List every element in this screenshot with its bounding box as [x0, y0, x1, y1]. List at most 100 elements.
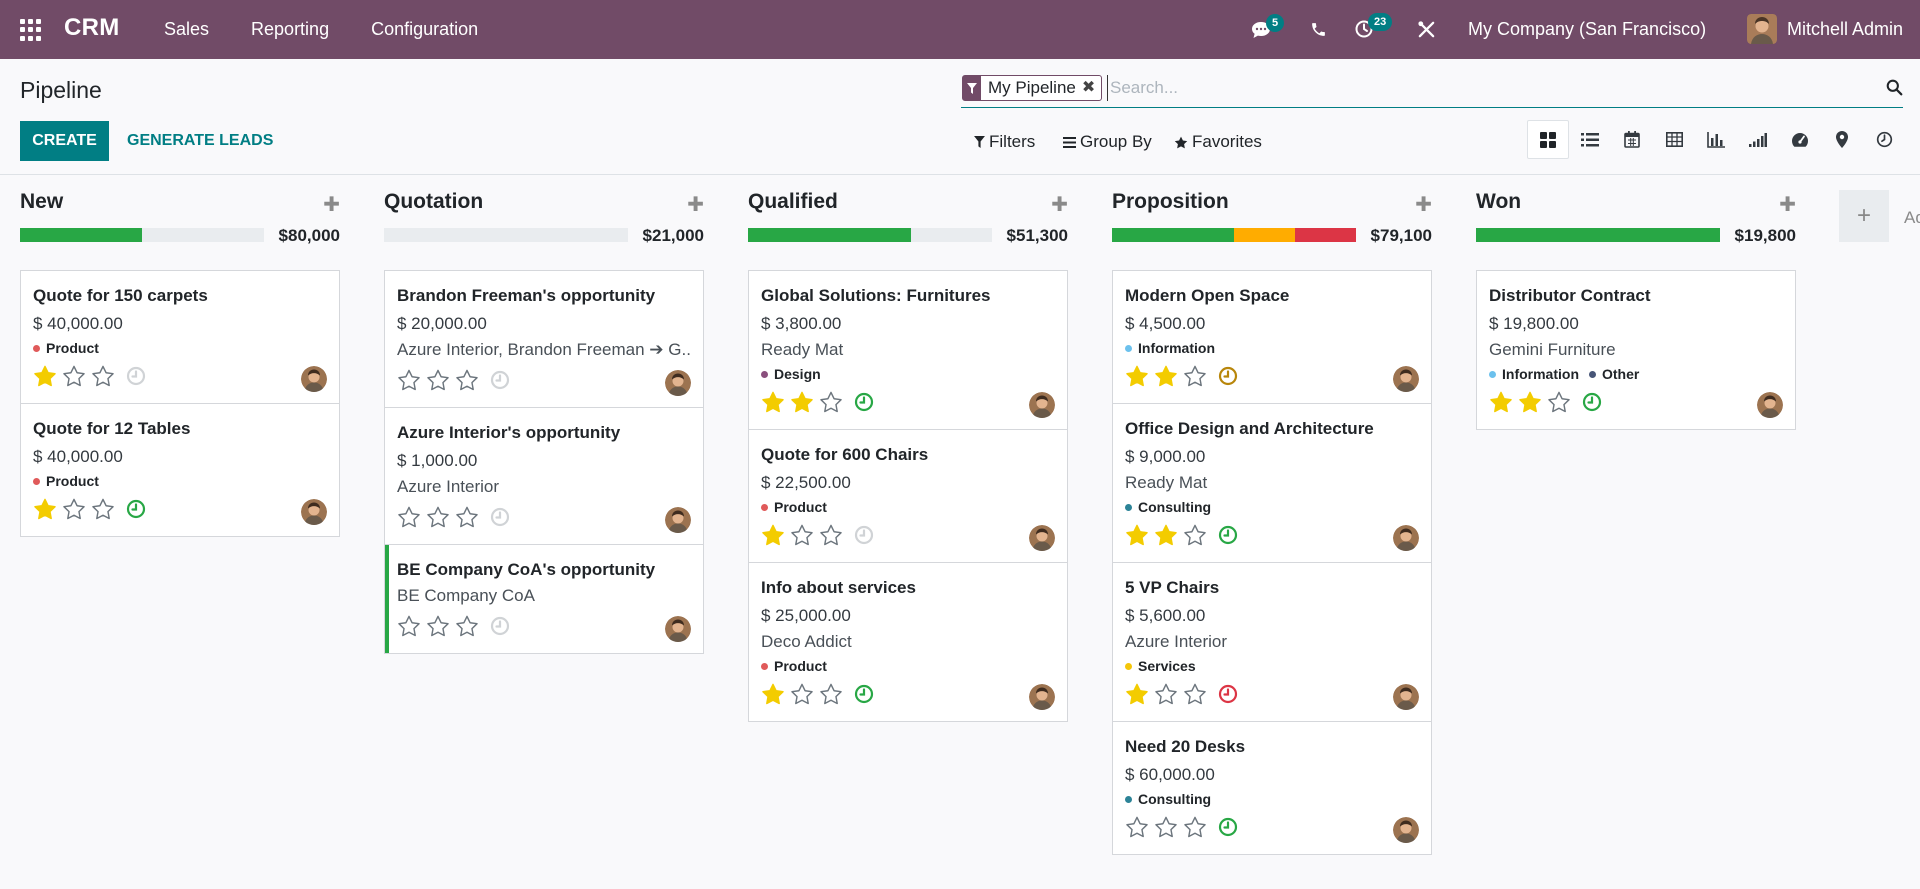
column-progress-bar[interactable]: [748, 228, 992, 242]
priority-star-icon[interactable]: [1154, 816, 1178, 843]
column-progress-bar[interactable]: [1476, 228, 1720, 242]
priority-star-icon[interactable]: [761, 683, 785, 710]
groupby-dropdown[interactable]: Group By: [1063, 132, 1152, 152]
cohort-view-button[interactable]: [1737, 120, 1779, 159]
priority-star-icon[interactable]: [1125, 816, 1149, 843]
priority-star-icon[interactable]: [1183, 683, 1207, 710]
activity-clock-icon[interactable]: [126, 366, 146, 391]
priority-star-icon[interactable]: [426, 506, 450, 533]
quick-create-icon[interactable]: ✚: [1051, 194, 1068, 216]
priority-star-icon[interactable]: [426, 615, 450, 642]
salesperson-avatar[interactable]: [1393, 366, 1419, 392]
progress-green-segment[interactable]: [20, 228, 142, 242]
column-progress-bar[interactable]: [20, 228, 264, 242]
create-button[interactable]: CREATE: [20, 121, 109, 161]
menu-item-configuration[interactable]: Configuration: [371, 19, 479, 39]
salesperson-avatar[interactable]: [1757, 392, 1783, 418]
activity-clock-icon[interactable]: [490, 370, 510, 395]
priority-star-icon[interactable]: [790, 683, 814, 710]
messages-icon[interactable]: 5: [1250, 14, 1285, 45]
quick-create-icon[interactable]: ✚: [323, 194, 340, 216]
company-switcher[interactable]: My Company (San Francisco): [1468, 19, 1707, 39]
kanban-card[interactable]: Info about services $ 25,000.00 Deco Addic…: [749, 563, 1067, 721]
priority-star-icon[interactable]: [1154, 683, 1178, 710]
add-column-button[interactable]: +: [1839, 190, 1889, 242]
priority-star-icon[interactable]: [761, 524, 785, 551]
menu-item-reporting[interactable]: Reporting: [251, 19, 330, 39]
activity-clock-icon[interactable]: [1582, 392, 1602, 417]
priority-star-icon[interactable]: [455, 506, 479, 533]
priority-star-icon[interactable]: [1154, 524, 1178, 551]
kanban-card[interactable]: Azure Interior's opportunity $ 1,000.00 Az…: [385, 408, 703, 545]
priority-star-icon[interactable]: [1518, 391, 1542, 418]
user-avatar[interactable]: [1747, 14, 1777, 44]
priority-star-icon[interactable]: [1125, 365, 1149, 392]
priority-star-icon[interactable]: [1125, 524, 1149, 551]
kanban-card[interactable]: 5 VP Chairs $ 5,600.00 Azure Interior Servi…: [1113, 563, 1431, 722]
dashboard-view-button[interactable]: [1779, 120, 1821, 159]
activity-clock-icon[interactable]: [1218, 366, 1238, 391]
priority-star-icon[interactable]: [397, 369, 421, 396]
column-title[interactable]: New: [20, 190, 64, 213]
facet-remove-icon[interactable]: ✖: [1081, 79, 1096, 96]
priority-star-icon[interactable]: [1183, 524, 1207, 551]
list-view-button[interactable]: [1569, 120, 1611, 159]
progress-red-segment[interactable]: [1295, 228, 1356, 242]
salesperson-avatar[interactable]: [665, 507, 691, 533]
kanban-card[interactable]: Modern Open Space $ 4,500.00 Information: [1113, 271, 1431, 404]
favorites-dropdown[interactable]: Favorites: [1174, 132, 1262, 152]
progress-orange-segment[interactable]: [1234, 228, 1295, 242]
priority-star-icon[interactable]: [1154, 365, 1178, 392]
priority-star-icon[interactable]: [33, 365, 57, 392]
kanban-card[interactable]: Office Design and Architecture $ 9,000.00…: [1113, 404, 1431, 563]
kanban-card[interactable]: Quote for 150 carpets $ 40,000.00 Product: [21, 271, 339, 404]
priority-star-icon[interactable]: [91, 365, 115, 392]
priority-star-icon[interactable]: [91, 498, 115, 525]
debug-tools-icon[interactable]: [1417, 20, 1436, 44]
kanban-view-button[interactable]: [1527, 120, 1569, 159]
filters-dropdown[interactable]: Filters: [974, 132, 1035, 152]
kanban-card[interactable]: Global Solutions: Furnitures $ 3,800.00 Re…: [749, 271, 1067, 430]
priority-star-icon[interactable]: [1489, 391, 1513, 418]
kanban-card[interactable]: Brandon Freeman's opportunity $ 20,000.00…: [385, 271, 703, 408]
search-input[interactable]: [1107, 75, 1867, 101]
activities-icon[interactable]: 23: [1354, 13, 1393, 44]
kanban-card[interactable]: Quote for 12 Tables $ 40,000.00 Product: [21, 404, 339, 536]
phone-icon[interactable]: [1310, 21, 1327, 43]
salesperson-avatar[interactable]: [1029, 525, 1055, 551]
activity-clock-icon[interactable]: [126, 499, 146, 524]
activity-clock-icon[interactable]: [1218, 684, 1238, 709]
activity-clock-icon[interactable]: [854, 684, 874, 709]
priority-star-icon[interactable]: [455, 615, 479, 642]
priority-star-icon[interactable]: [790, 391, 814, 418]
graph-view-button[interactable]: [1695, 120, 1737, 159]
priority-star-icon[interactable]: [790, 524, 814, 551]
priority-star-icon[interactable]: [761, 391, 785, 418]
generate-leads-button[interactable]: GENERATE LEADS: [127, 132, 274, 149]
menu-item-sales[interactable]: Sales: [164, 19, 210, 39]
priority-star-icon[interactable]: [819, 524, 843, 551]
column-title[interactable]: Quotation: [384, 190, 484, 213]
priority-star-icon[interactable]: [1183, 365, 1207, 392]
kanban-card[interactable]: Need 20 Desks $ 60,000.00 Consulting: [1113, 722, 1431, 854]
user-menu[interactable]: Mitchell Admin: [1787, 19, 1904, 39]
quick-create-icon[interactable]: ✚: [1415, 194, 1432, 216]
priority-star-icon[interactable]: [397, 506, 421, 533]
priority-star-icon[interactable]: [426, 369, 450, 396]
calendar-view-button[interactable]: [1611, 120, 1653, 159]
kanban-card[interactable]: BE Company CoA's opportunity BE Company C…: [385, 545, 703, 653]
activity-clock-icon[interactable]: [854, 392, 874, 417]
salesperson-avatar[interactable]: [301, 366, 327, 392]
activity-clock-icon[interactable]: [490, 507, 510, 532]
priority-star-icon[interactable]: [1125, 683, 1149, 710]
pivot-view-button[interactable]: [1653, 120, 1695, 159]
priority-star-icon[interactable]: [1547, 391, 1571, 418]
salesperson-avatar[interactable]: [1393, 817, 1419, 843]
priority-star-icon[interactable]: [819, 391, 843, 418]
priority-star-icon[interactable]: [819, 683, 843, 710]
priority-star-icon[interactable]: [397, 615, 421, 642]
column-title[interactable]: Won: [1476, 190, 1522, 213]
app-brand[interactable]: CRM: [64, 14, 120, 41]
activity-clock-icon[interactable]: [1218, 525, 1238, 550]
activity-view-button[interactable]: [1863, 120, 1905, 159]
